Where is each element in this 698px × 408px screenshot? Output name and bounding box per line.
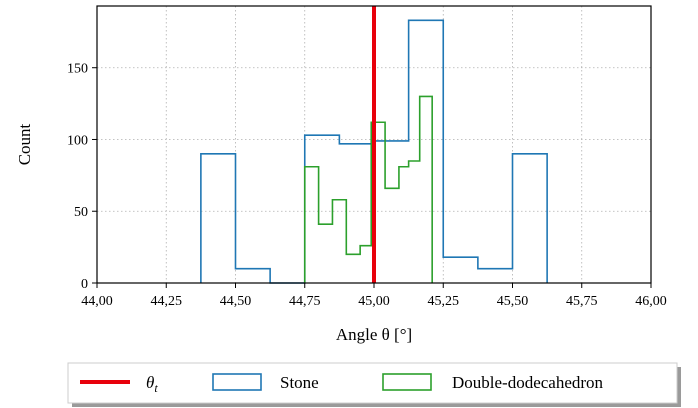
- legend-theta-symbol: θ: [146, 373, 154, 392]
- y-axis-ticks: 0 50 100 150: [67, 62, 97, 292]
- x-axis-label: Angle θ [°]: [336, 325, 412, 344]
- legend: θt Stone Double-dodecahedron: [67, 362, 681, 407]
- y-tick-label: 0: [81, 277, 88, 292]
- y-tick-label: 50: [74, 205, 88, 220]
- legend-stone-label: Stone: [280, 373, 319, 392]
- x-tick-label: 44,50: [220, 294, 252, 309]
- legend-box: [67, 362, 678, 404]
- y-tick-label: 150: [67, 62, 88, 77]
- legend-stone-swatch: [212, 373, 262, 391]
- x-tick-label: 46,00: [635, 294, 667, 309]
- x-tick-label: 45,50: [497, 294, 529, 309]
- x-tick-label: 45,75: [566, 294, 598, 309]
- x-axis-ticks: 44,00 44,25 44,50 44,75 45,00 45,25 45,50 45,75…: [81, 283, 667, 309]
- x-tick-label: 44,00: [81, 294, 113, 309]
- legend-double-dodecahedron-label: Double-dodecahedron: [452, 373, 604, 392]
- y-axis-label: Count: [15, 123, 34, 165]
- x-tick-label: 45,00: [358, 294, 390, 309]
- legend-theta-t-label: θt: [146, 373, 158, 395]
- x-tick-label: 45,25: [428, 294, 460, 309]
- x-tick-label: 44,25: [151, 294, 183, 309]
- legend-double-dodecahedron-swatch: [382, 373, 432, 391]
- x-tick-label: 44,75: [289, 294, 321, 309]
- double-dodecahedron-histogram-outline: [303, 95, 433, 283]
- legend-theta-subscript: t: [154, 381, 158, 395]
- y-tick-label: 100: [67, 133, 88, 148]
